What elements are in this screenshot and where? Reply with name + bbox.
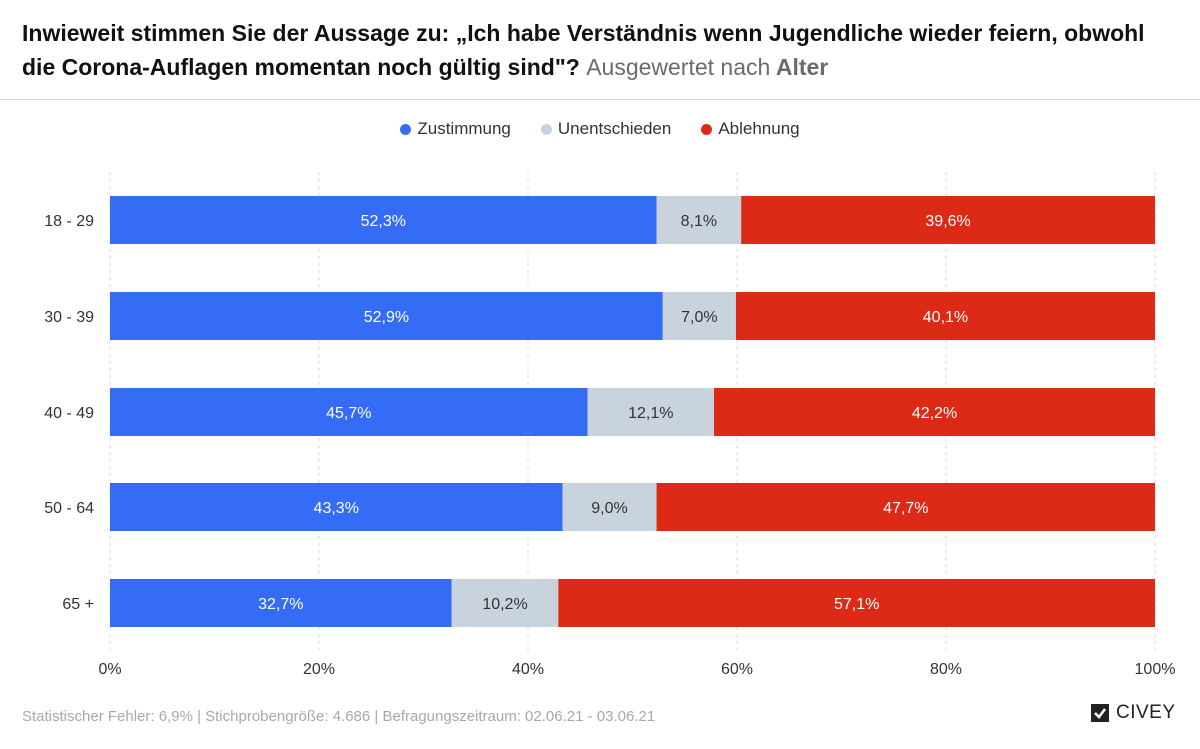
category-label: 30 - 39 xyxy=(44,309,94,326)
data-label: 57,1% xyxy=(834,596,879,613)
x-tick-label: 60% xyxy=(721,661,753,678)
legend-dot-unentschieden xyxy=(540,123,552,135)
title-main: Inwieweit stimmen Sie der Aussage zu: „I… xyxy=(22,20,1145,80)
bar-segment-zustimmung xyxy=(110,579,452,627)
data-label: 39,6% xyxy=(925,213,970,230)
x-tick-label: 20% xyxy=(303,661,335,678)
civey-logo[interactable]: CIVEY xyxy=(1090,702,1176,724)
legend-item-zustimmung[interactable]: Zustimmung xyxy=(400,119,511,139)
bar-segment-ablehnung xyxy=(714,388,1155,436)
bar-segment-ablehnung xyxy=(735,292,1155,340)
bar-segment-unentschieden xyxy=(451,579,559,627)
data-label: 32,7% xyxy=(258,596,303,613)
data-label: 7,0% xyxy=(681,309,717,326)
bar-segment-unentschieden xyxy=(656,196,742,244)
data-label: 40,1% xyxy=(923,309,968,326)
x-tick-label: 0% xyxy=(98,661,121,678)
category-label: 18 - 29 xyxy=(44,213,94,230)
data-label: 8,1% xyxy=(681,213,717,230)
data-label: 47,7% xyxy=(883,500,928,517)
chart-title: Inwieweit stimmen Sie der Aussage zu: „I… xyxy=(22,16,1182,84)
x-tick-label: 100% xyxy=(1135,661,1176,678)
data-label: 52,3% xyxy=(361,213,406,230)
header-divider xyxy=(0,99,1200,100)
bar-segment-zustimmung xyxy=(110,483,563,531)
legend-dot-ablehnung xyxy=(701,123,713,135)
data-label: 45,7% xyxy=(326,405,371,422)
bar-segment-unentschieden xyxy=(587,388,715,436)
legend-label-unentschieden: Unentschieden xyxy=(557,119,672,138)
category-label: 40 - 49 xyxy=(44,405,94,422)
x-tick-label: 80% xyxy=(930,661,962,678)
legend-item-unentschieden[interactable]: Unentschieden xyxy=(540,119,672,139)
data-label: 42,2% xyxy=(912,405,957,422)
data-label: 43,3% xyxy=(314,500,359,517)
stacked-bar-chart: 0% 20% 40% 60% 80% 100% 18 - 29 52,3% 8,1% 39,6% 3… xyxy=(44,172,1176,678)
legend-label-ablehnung: Ablehnung xyxy=(718,119,800,138)
data-label: 52,9% xyxy=(364,309,409,326)
bar-segment-unentschieden xyxy=(562,483,657,531)
chart-legend: Zustimmung Unentschieden Ablehnung xyxy=(0,119,1200,139)
bar-segment-zustimmung xyxy=(110,196,657,244)
civey-logo-icon xyxy=(1091,704,1109,722)
title-sub-strong: Alter xyxy=(775,54,829,80)
bar-segment-ablehnung xyxy=(656,483,1155,531)
bar-segment-unentschieden xyxy=(662,292,736,340)
legend-dot-zustimmung xyxy=(400,123,412,135)
bar-segment-ablehnung xyxy=(741,196,1155,244)
bar-segment-zustimmung xyxy=(110,292,663,340)
legend-item-ablehnung[interactable]: Ablehnung xyxy=(701,119,800,139)
category-label: 65 + xyxy=(62,596,94,613)
footer-meta: Statistischer Fehler: 6,9% | Stichproben… xyxy=(22,708,656,725)
title-sub-prefix: Ausgewertet nach xyxy=(586,54,771,80)
data-label: 9,0% xyxy=(591,500,627,517)
logo-text: CIVEY xyxy=(1116,702,1176,723)
bar-segment-ablehnung xyxy=(558,579,1155,627)
bar-segment-zustimmung xyxy=(110,388,588,436)
legend-label-zustimmung: Zustimmung xyxy=(417,119,511,138)
data-label: 10,2% xyxy=(482,596,527,613)
data-label: 12,1% xyxy=(628,405,673,422)
x-tick-label: 40% xyxy=(512,661,544,678)
category-label: 50 - 64 xyxy=(44,500,94,517)
